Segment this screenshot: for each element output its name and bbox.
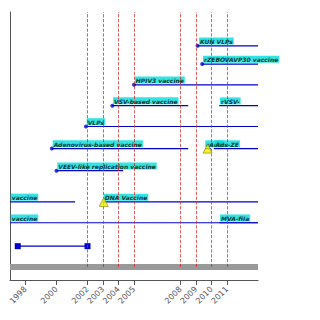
svg-text:vaccine: vaccine [12, 194, 37, 201]
svg-text:Adenovirus-based vaccine: Adenovirus-based vaccine [53, 141, 142, 148]
svg-text:VLPs: VLPs [88, 119, 105, 126]
svg-text:rVSV-: rVSV- [221, 98, 240, 105]
svg-text:2000: 2000 [39, 285, 60, 306]
svg-text:MVA-fila: MVA-fila [221, 215, 249, 222]
svg-text:2002: 2002 [69, 284, 91, 306]
svg-text:2010: 2010 [193, 284, 215, 306]
svg-text:1998: 1998 [8, 285, 29, 306]
svg-text:DNA Vaccine: DNA Vaccine [105, 194, 147, 201]
svg-text:2011: 2011 [209, 285, 230, 306]
svg-text:2004: 2004 [100, 284, 122, 306]
svg-text:rZEBOVAVP30 vaccine: rZEBOVAVP30 vaccine [204, 56, 278, 63]
svg-text:2005: 2005 [116, 285, 137, 306]
svg-text:VEEV-like replication vaccine: VEEV-like replication vaccine [58, 163, 156, 171]
svg-text:2009: 2009 [178, 284, 200, 306]
svg-text:2003: 2003 [85, 284, 107, 306]
svg-text:VSV-based vaccine: VSV-based vaccine [114, 98, 178, 105]
svg-text:vaccine: vaccine [12, 215, 37, 222]
svg-text:HPIV3 vaccine: HPIV3 vaccine [136, 77, 184, 84]
svg-text:2008: 2008 [162, 284, 184, 306]
svg-text:Ads-ZE: Ads-ZE [215, 140, 239, 148]
svg-text:KUN VLPs: KUN VLPs [200, 38, 233, 45]
